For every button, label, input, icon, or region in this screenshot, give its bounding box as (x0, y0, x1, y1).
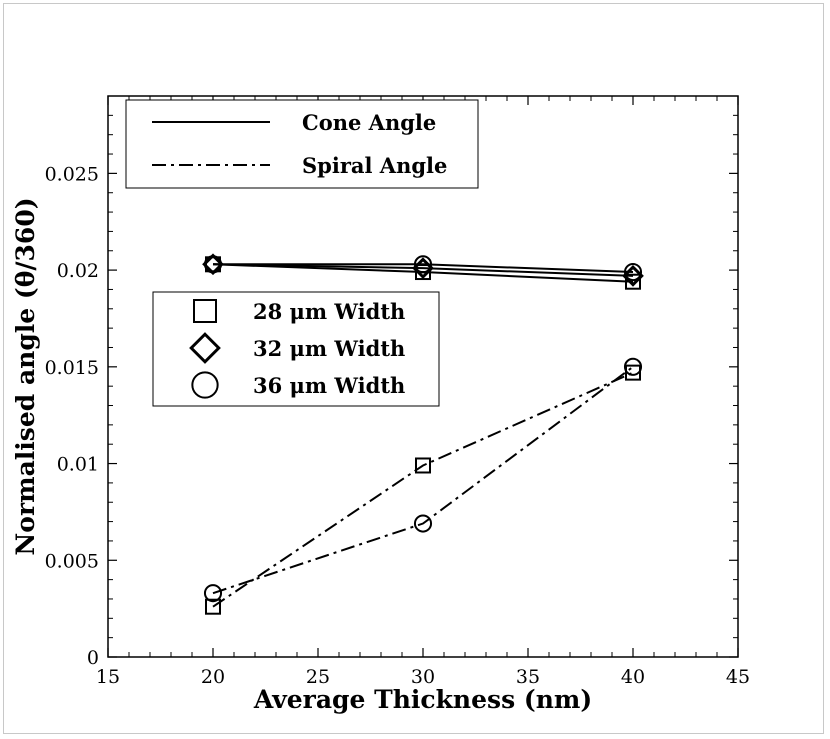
data-point-cone-circle (203, 255, 223, 274)
y-tick-label: 0 (87, 647, 99, 669)
x-tick-label: 20 (201, 666, 225, 688)
legend-marker-circle (191, 371, 219, 399)
legend-label-cone: Cone Angle (302, 110, 436, 135)
legend-line-styles-box (125, 99, 479, 189)
x-tick-label: 35 (516, 666, 540, 688)
y-tick-label: 0.025 (45, 163, 99, 185)
legend-label-32um: 32 μm Width (253, 336, 405, 361)
axis-ticks (107, 95, 739, 658)
data-point-spiral-square (205, 598, 221, 615)
y-tick-label: 0.015 (45, 357, 99, 379)
x-axis-title: Average Thickness (nm) (253, 685, 592, 714)
legend-marker-diamond-icon (189, 332, 221, 364)
data-point-cone-circle (413, 255, 433, 274)
x-tick-label: 40 (621, 666, 645, 688)
data-point-spiral-square (625, 364, 641, 381)
x-tick-labels: 15 20 25 30 35 40 45 (96, 666, 750, 688)
series-line-cone-diamond (212, 263, 634, 277)
x-tick-label: 25 (306, 666, 330, 688)
data-point-spiral-circle (203, 584, 223, 603)
series-line-spiral-square (212, 371, 634, 608)
y-axis-title: Normalised angle (θ/360) (11, 197, 40, 555)
series-layer (202, 253, 644, 615)
data-point-spiral-circle (623, 357, 643, 376)
y-tick-labels: 0 0.005 0.01 0.015 0.02 0.025 (45, 163, 99, 669)
legend-marker-types-box (152, 291, 440, 407)
x-tick-label: 30 (411, 666, 435, 688)
data-point-cone-circle (623, 262, 643, 282)
series-markers (202, 253, 644, 615)
data-point-cone-square (625, 273, 641, 290)
x-tick-label: 45 (726, 666, 750, 688)
legend-marker-square-icon (193, 299, 217, 323)
y-tick-label: 0.005 (45, 550, 99, 572)
legend-marker-diamond (189, 332, 221, 364)
series-line-spiral-circle (212, 366, 634, 595)
x-tick-label: 15 (96, 666, 120, 688)
legend-label-28um: 28 μm Width (253, 299, 405, 324)
legend-marker-types: 28 μm Width 32 μm Width 36 μm Width (152, 291, 440, 407)
y-tick-label: 0.02 (57, 260, 99, 282)
data-point-spiral-square (415, 457, 431, 474)
legend-marker-circle-icon (191, 371, 219, 399)
series-lines (212, 263, 634, 608)
legend-label-36um: 36 μm Width (253, 373, 405, 398)
legend-marker-square (193, 299, 217, 323)
figure-frame (3, 3, 824, 734)
legend-label-spiral: Spiral Angle (302, 153, 447, 178)
data-point-cone-diamond (412, 257, 434, 280)
legend-line-styles: Cone Angle Spiral Angle (125, 99, 479, 189)
data-point-cone-diamond (622, 265, 644, 287)
y-tick-label: 0.01 (57, 454, 99, 476)
data-point-spiral-circle (413, 514, 433, 533)
